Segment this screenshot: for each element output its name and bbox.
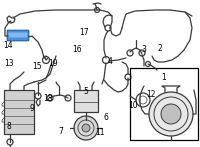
Text: 5: 5	[84, 87, 88, 96]
Text: 17: 17	[79, 28, 89, 37]
Circle shape	[149, 92, 193, 136]
Text: 9: 9	[30, 104, 34, 113]
Text: 2: 2	[158, 44, 162, 53]
FancyBboxPatch shape	[4, 90, 34, 134]
Text: 1: 1	[162, 73, 166, 82]
Text: 19: 19	[48, 59, 58, 68]
Text: 14: 14	[3, 41, 13, 50]
Text: 16: 16	[72, 45, 82, 55]
Text: 12: 12	[146, 90, 156, 99]
Text: 13: 13	[4, 59, 14, 68]
Text: 3: 3	[142, 45, 146, 55]
FancyBboxPatch shape	[8, 32, 28, 37]
Text: 6: 6	[104, 113, 108, 122]
Circle shape	[74, 116, 98, 140]
Circle shape	[161, 104, 181, 124]
Bar	[130, 68, 198, 140]
Text: 18: 18	[43, 94, 53, 103]
Text: 10: 10	[128, 101, 138, 110]
Text: 7: 7	[59, 127, 63, 136]
Circle shape	[82, 124, 90, 132]
FancyBboxPatch shape	[74, 90, 98, 112]
Text: 4: 4	[108, 57, 112, 66]
FancyBboxPatch shape	[7, 30, 29, 41]
Text: 15: 15	[32, 62, 42, 71]
Text: 8: 8	[7, 122, 11, 131]
Text: 11: 11	[95, 128, 105, 137]
